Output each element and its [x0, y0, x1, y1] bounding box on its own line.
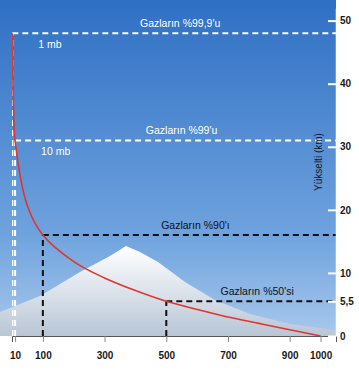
y-axis: 0 5,5 10 20 30 40 50 — [328, 9, 354, 342]
level-label: Gazların %90'ı — [161, 219, 230, 231]
x-tick-mark — [228, 336, 229, 342]
x-tick-label: 500 — [158, 350, 175, 361]
y-tick-mark — [328, 83, 336, 85]
y-tick-label: 10 — [340, 268, 352, 279]
x-tick: 500 — [158, 336, 175, 361]
x-tick: 1000 — [310, 336, 333, 361]
mountain — [0, 246, 336, 336]
plot-area — [12, 33, 336, 336]
pressure-curve — [12, 33, 320, 336]
annotations: Gazların %99,9'u 1 mb Gazların %99'u 10 mb G… — [38, 17, 293, 297]
y-tick-mark — [328, 209, 336, 211]
level-horizontal — [43, 234, 336, 236]
y-axis-line — [336, 9, 338, 337]
x-tick-mark — [166, 336, 167, 342]
level-horizontal — [12, 32, 336, 34]
x-tick-mark — [43, 336, 44, 342]
y-tick-mark — [328, 146, 336, 148]
x-tick-label: 10 — [10, 350, 22, 361]
x-tick-mark — [15, 336, 16, 342]
x-tick-mark — [321, 336, 322, 342]
y-tick: 20 — [328, 205, 352, 216]
x-axis-line — [13, 337, 337, 343]
y-tick: 30 — [328, 141, 352, 152]
x-tick: 10 — [10, 336, 22, 361]
y-tick: 40 — [328, 78, 352, 89]
x-tick: 100 — [35, 336, 52, 361]
level-vertical — [14, 140, 16, 336]
y-tick-mark — [328, 336, 336, 338]
level-vertical — [165, 301, 167, 336]
x-tick: 900 — [282, 336, 299, 361]
sky-background — [0, 0, 336, 336]
y-tick-label: 5,5 — [340, 296, 354, 307]
pressure-label: 10 mb — [41, 145, 70, 157]
x-axis: 10 100 300 500 700 900 1000 — [10, 336, 336, 361]
y-tick-label: 50 — [340, 15, 352, 26]
x-tick-label: 900 — [282, 350, 299, 361]
y-tick-label: 40 — [340, 78, 352, 89]
y-tick: 50 — [328, 15, 352, 26]
y-tick-mark — [328, 301, 336, 303]
level-horizontal — [166, 300, 336, 302]
y-tick-label: 0 — [340, 331, 346, 342]
x-tick: 700 — [220, 336, 237, 361]
x-tick-label: 100 — [35, 350, 52, 361]
x-tick-label: 300 — [97, 350, 114, 361]
x-tick-label: 700 — [220, 350, 237, 361]
y-tick-mark — [328, 20, 336, 22]
y-tick: 10 — [328, 268, 352, 279]
y-tick: 5,5 — [328, 296, 354, 307]
pressure-label: 1 mb — [38, 38, 62, 50]
x-tick-label: 1000 — [310, 350, 333, 361]
level-horizontal — [15, 139, 336, 141]
level-label: Gazların %50'si — [221, 285, 294, 297]
level-vertical — [42, 235, 44, 336]
x-tick: 300 — [97, 336, 114, 361]
level-label: Gazların %99'u — [146, 124, 218, 136]
y-tick-label: 20 — [340, 205, 352, 216]
y-tick-label: 30 — [340, 141, 352, 152]
y-axis-title: Yükselti (km) — [313, 133, 324, 191]
x-tick-mark — [105, 336, 106, 342]
level-label: Gazların %99,9'u — [140, 17, 220, 29]
y-tick: 0 — [328, 331, 346, 342]
y-tick-mark — [328, 272, 336, 274]
x-tick-mark — [290, 336, 291, 342]
chart: Gazların %99,9'u 1 mb Gazların %99'u 10 mb G… — [0, 0, 359, 372]
